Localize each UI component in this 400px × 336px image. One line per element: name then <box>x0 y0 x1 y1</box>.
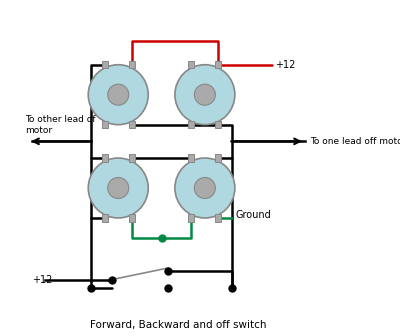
FancyBboxPatch shape <box>215 214 221 222</box>
Circle shape <box>194 177 215 199</box>
FancyBboxPatch shape <box>102 121 108 128</box>
FancyBboxPatch shape <box>129 154 135 162</box>
Circle shape <box>88 158 148 218</box>
Text: To other lead of
motor: To other lead of motor <box>25 115 96 135</box>
Circle shape <box>108 84 129 105</box>
Text: +12: +12 <box>32 275 52 285</box>
FancyBboxPatch shape <box>188 61 194 68</box>
FancyBboxPatch shape <box>188 121 194 128</box>
Circle shape <box>175 65 235 125</box>
Circle shape <box>194 84 215 105</box>
FancyBboxPatch shape <box>215 154 221 162</box>
FancyBboxPatch shape <box>102 214 108 222</box>
Circle shape <box>88 65 148 125</box>
Circle shape <box>108 177 129 199</box>
FancyBboxPatch shape <box>102 154 108 162</box>
FancyBboxPatch shape <box>188 214 194 222</box>
Circle shape <box>175 158 235 218</box>
FancyBboxPatch shape <box>129 61 135 68</box>
FancyBboxPatch shape <box>129 121 135 128</box>
Text: To one lead off motor: To one lead off motor <box>310 137 400 146</box>
FancyBboxPatch shape <box>215 121 221 128</box>
Text: Ground: Ground <box>235 210 271 220</box>
FancyBboxPatch shape <box>215 61 221 68</box>
FancyBboxPatch shape <box>129 214 135 222</box>
FancyBboxPatch shape <box>102 61 108 68</box>
Text: Forward, Backward and off switch: Forward, Backward and off switch <box>90 320 266 330</box>
FancyBboxPatch shape <box>188 154 194 162</box>
Text: +12: +12 <box>275 60 295 70</box>
